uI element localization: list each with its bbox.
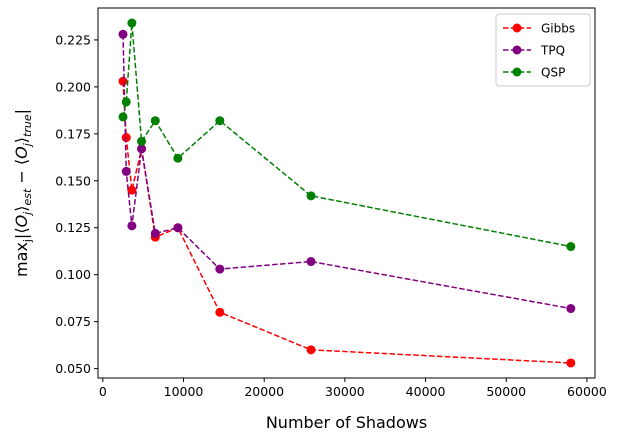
data-point-tpq	[306, 257, 316, 267]
y-tick-label: 0.150	[55, 173, 91, 188]
data-point-qsp	[215, 116, 225, 126]
x-tick-label: 30000	[325, 384, 365, 399]
data-point-gibbs	[566, 358, 576, 368]
y-tick-label: 0.175	[55, 126, 91, 141]
x-tick-label: 40000	[406, 384, 446, 399]
axis-ticks: 0 10000 20000 30000 40000 50000 60000 0.050 0.07…	[55, 32, 607, 399]
legend-label-gibbs: Gibbs	[541, 22, 575, 36]
data-point-qsp	[566, 242, 576, 252]
legend-marker-qsp	[512, 67, 522, 77]
data-point-gibbs	[121, 133, 131, 143]
data-point-tpq	[173, 223, 183, 233]
x-tick-label: 10000	[164, 384, 204, 399]
data-point-qsp	[118, 112, 128, 122]
legend: Gibbs TPQ QSP	[495, 13, 591, 87]
data-point-qsp	[127, 18, 137, 28]
legend-label-tpq: TPQ	[540, 44, 565, 58]
data-point-gibbs	[127, 185, 137, 195]
data-point-tpq	[127, 221, 137, 231]
series-layer	[118, 18, 576, 368]
data-point-gibbs	[215, 307, 225, 317]
data-point-tpq	[215, 264, 225, 274]
data-point-tpq	[137, 144, 147, 154]
data-point-qsp	[137, 136, 147, 146]
legend-box	[495, 13, 591, 87]
y-tick-label: 0.100	[55, 267, 91, 282]
y-tick-label: 0.125	[55, 220, 91, 235]
y-tick-label: 0.200	[55, 79, 91, 94]
y-axis-label: maxj|⟨Oj⟩est − ⟨Oj⟩true|	[12, 109, 34, 277]
data-point-tpq	[121, 166, 131, 176]
data-point-gibbs	[306, 345, 316, 355]
series-tpq	[118, 29, 576, 314]
x-tick-label: 50000	[486, 384, 526, 399]
x-tick-label: 60000	[567, 384, 607, 399]
data-point-tpq	[566, 304, 576, 314]
legend-marker-gibbs	[512, 23, 522, 33]
data-point-tpq	[118, 29, 128, 39]
y-tick-label: 0.225	[55, 32, 91, 47]
series-qsp	[118, 18, 576, 252]
series-line-tpq	[122, 34, 571, 310]
data-point-tpq	[150, 228, 160, 238]
x-axis-label: Number of Shadows	[266, 413, 427, 432]
x-tick-label: 0	[99, 384, 107, 399]
y-tick-label: 0.075	[55, 314, 91, 329]
data-point-gibbs	[118, 76, 128, 86]
x-tick-label: 20000	[244, 384, 284, 399]
data-point-qsp	[150, 116, 160, 126]
legend-marker-tpq	[512, 45, 522, 55]
data-point-qsp	[121, 97, 131, 107]
y-tick-label: 0.050	[55, 361, 91, 376]
data-point-qsp	[173, 153, 183, 163]
legend-label-qsp: QSP	[541, 66, 565, 80]
plot-frame	[97, 7, 596, 379]
data-point-qsp	[306, 191, 316, 201]
